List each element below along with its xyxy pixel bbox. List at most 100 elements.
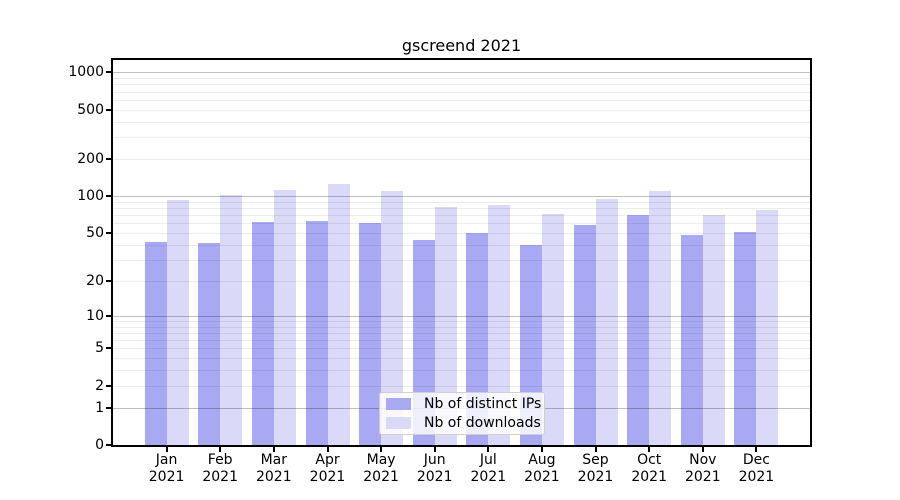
bar [680, 235, 703, 445]
x-tick-label-year: 2021 [416, 469, 453, 485]
grid-line-minor [113, 326, 810, 328]
grid-line-minor [113, 223, 810, 225]
x-tick-label: May 2021 [349, 452, 413, 486]
x-tick-label-month: Aug [528, 452, 556, 468]
y-tick [106, 314, 111, 317]
grid-line-major [113, 196, 810, 198]
x-tick-label-year: 2021 [577, 469, 614, 485]
grid-line-minor [113, 320, 810, 322]
x-tick-label-year: 2021 [470, 469, 507, 485]
grid-line-minor [113, 91, 810, 93]
bar [327, 184, 350, 445]
x-tick-label-month: Feb [207, 452, 233, 468]
y-tick-label: 500 [77, 101, 104, 118]
x-tick [648, 447, 651, 452]
bar [649, 191, 672, 445]
bar [734, 231, 757, 445]
y-tick [106, 347, 111, 350]
legend-label: Nb of downloads [424, 414, 541, 431]
x-tick [380, 447, 383, 452]
grid-line-minor [113, 215, 810, 217]
grid-line-minor [113, 370, 810, 372]
plot-area [111, 58, 812, 447]
x-tick [326, 447, 329, 452]
y-tick-label: 1 [95, 399, 104, 416]
grid-line-minor [113, 244, 810, 246]
bar [573, 225, 596, 445]
x-tick-label-month: Oct [637, 452, 662, 468]
x-tick-label-month: May [366, 452, 396, 468]
grid-line-minor [113, 137, 810, 139]
legend-label: Nb of distinct IPs [424, 396, 542, 413]
x-tick-label-month: Apr [315, 452, 340, 468]
grid-line-minor [113, 208, 810, 209]
bar [359, 223, 382, 445]
x-tick-label-year: 2021 [631, 469, 667, 485]
bar [273, 190, 296, 445]
grid-line-minor [113, 348, 810, 350]
bar [488, 204, 511, 445]
y-tick-label: 50 [86, 224, 104, 241]
x-tick-label-year: 2021 [309, 469, 346, 485]
x-tick-label-year: 2021 [684, 469, 721, 485]
bar [627, 215, 650, 445]
x-tick [540, 447, 543, 452]
x-tick-label-month: Dec [742, 452, 770, 468]
y-tick-label: 10 [86, 307, 104, 324]
x-tick-label: Aug 2021 [510, 452, 574, 486]
grid-line-minor [113, 358, 810, 360]
chart-title: gscreend 2021 [401, 36, 522, 55]
grid-line-minor [113, 121, 810, 123]
x-tick-label-year: 2021 [738, 469, 775, 485]
bar [702, 215, 725, 445]
x-tick-label: Nov 2021 [671, 452, 735, 486]
legend: Nb of distinct IPs Nb of downloads [379, 392, 545, 435]
x-tick-label: Jul 2021 [456, 452, 520, 486]
x-tick-label: Oct 2021 [617, 452, 681, 486]
y-tick-label: 2 [95, 377, 104, 394]
x-tick-label: Feb 2021 [188, 452, 252, 486]
x-tick-label: Apr 2021 [296, 452, 360, 486]
legend-item: Nb of downloads [386, 414, 541, 433]
bar [381, 191, 404, 445]
bar [466, 232, 489, 445]
x-tick-label-year: 2021 [202, 469, 238, 485]
grid-line-minor [113, 78, 810, 79]
grid-line-minor [113, 201, 810, 203]
x-tick-label-month: Mar [260, 452, 287, 468]
y-tick-label: 20 [86, 272, 104, 289]
grid-line-minor [113, 385, 810, 387]
y-tick-label: 5 [95, 340, 104, 357]
x-tick-label: Sep 2021 [564, 452, 628, 486]
grid-line-minor [113, 340, 810, 341]
y-tick-label: 1000 [68, 64, 104, 81]
y-tick [106, 71, 111, 74]
bar [305, 220, 328, 445]
x-tick-label-year: 2021 [363, 469, 399, 485]
x-tick [701, 447, 704, 452]
x-tick-label-month: Sep [582, 452, 609, 468]
bar [756, 210, 779, 445]
x-tick [219, 447, 222, 452]
grid-line-major [113, 315, 810, 317]
grid-line-minor [113, 259, 810, 261]
x-tick [272, 447, 275, 452]
grid-line-minor [113, 332, 810, 334]
grid-line-minor [113, 109, 810, 111]
x-tick-label: Dec 2021 [724, 452, 788, 486]
y-tick [106, 444, 111, 446]
bar [198, 243, 221, 445]
x-tick [755, 447, 758, 452]
x-tick-label: Jun 2021 [403, 452, 467, 486]
y-tick-label: 0 [95, 437, 104, 453]
x-tick-label-month: Jul [479, 452, 497, 468]
y-tick-label: 100 [77, 188, 104, 205]
bar [144, 242, 167, 445]
x-tick [594, 447, 597, 452]
y-tick [106, 384, 111, 387]
x-tick [433, 447, 436, 452]
x-tick-label-year: 2021 [255, 469, 292, 485]
x-tick-label-month: Jun [423, 452, 446, 468]
bar [220, 195, 243, 445]
